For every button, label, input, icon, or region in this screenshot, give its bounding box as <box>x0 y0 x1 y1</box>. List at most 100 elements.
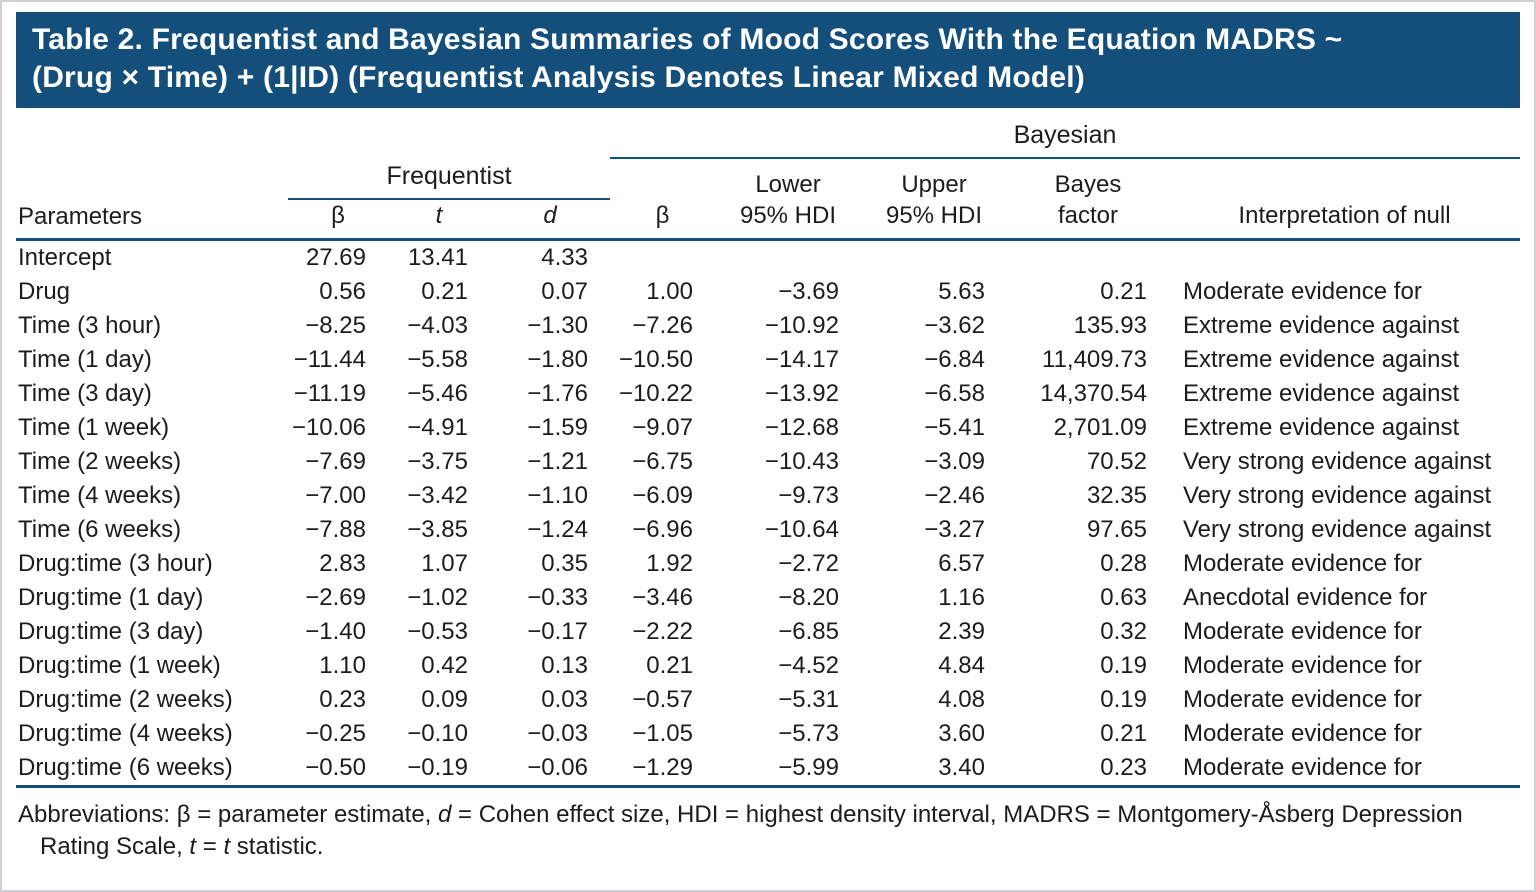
footnote-segment: t <box>223 833 231 860</box>
parameter-cell: Time (3 hour) <box>18 312 162 339</box>
interpretation-cell: Moderate evidence for <box>1183 618 1422 645</box>
bayesian-group-header: Bayesian <box>610 117 1520 159</box>
col-header-interpretation: Interpretation of null <box>1238 202 1451 229</box>
parameter-cell: Time (1 day) <box>18 346 152 373</box>
lower_hdi-cell: −8.20 <box>778 584 839 611</box>
freq_d-cell: −0.17 <box>527 618 588 645</box>
parameter-cell: Time (1 week) <box>18 414 170 441</box>
lower_hdi-cell: −12.68 <box>764 414 839 441</box>
parameter-cell: Drug:time (6 weeks) <box>18 754 233 781</box>
bayes_beta-cell: 1.00 <box>646 278 693 305</box>
table-header: Bayesian Parameters Frequentist β Lower … <box>16 117 1520 240</box>
bayes_factor-cell: 0.19 <box>1100 686 1147 713</box>
bayes_factor-cell: 0.32 <box>1100 618 1147 645</box>
bayes_factor-cell: 0.23 <box>1100 754 1147 781</box>
lower_hdi-cell: −4.52 <box>778 652 839 679</box>
lower_hdi-cell: −10.92 <box>764 312 839 339</box>
bayes_factor-cell: 0.19 <box>1100 652 1147 679</box>
lower_hdi-cell: −10.43 <box>764 448 839 475</box>
interpretation-cell: Moderate evidence for <box>1183 278 1422 305</box>
freq_d-cell: −1.21 <box>527 448 588 475</box>
bayes_beta-cell: −2.22 <box>632 618 693 645</box>
table-row: Time (4 weeks) −7.00 −3.42 −1.10 −6.09 −9.73 −… <box>16 479 1520 513</box>
freq_d-cell: −1.80 <box>527 346 588 373</box>
parameter-cell: Drug:time (4 weeks) <box>18 720 233 747</box>
freq_beta-cell: −11.19 <box>293 380 366 407</box>
lower_hdi-cell: −6.85 <box>778 618 839 645</box>
parameter-cell: Drug:time (3 day) <box>18 618 204 645</box>
interpretation-cell: Moderate evidence for <box>1183 652 1422 679</box>
bayes_factor-cell: 0.21 <box>1100 720 1147 747</box>
footnote-segment: statistic. <box>230 833 324 860</box>
freq_t-cell: 0.21 <box>421 278 468 305</box>
freq_d-cell: −0.03 <box>527 720 588 747</box>
bayes_beta-cell: 0.21 <box>646 652 693 679</box>
parameter-cell: Time (3 day) <box>18 380 152 407</box>
bayes_beta-cell <box>610 240 715 276</box>
table-row: Time (1 week) −10.06 −4.91 −1.59 −9.07 −12.68… <box>16 411 1520 445</box>
interpretation-cell: Extreme evidence against <box>1183 380 1460 407</box>
freq_d-cell: −0.06 <box>527 754 588 781</box>
parameter-cell: Time (4 weeks) <box>18 482 182 509</box>
bayes_beta-cell: −6.75 <box>632 448 693 475</box>
col-header-bayes-factor: Bayes factor <box>1054 171 1122 229</box>
freq_beta-cell: 0.56 <box>319 278 366 305</box>
table-row: Drug:time (2 weeks) 0.23 0.09 0.03 −0.57 −5.3… <box>16 683 1520 717</box>
interpretation-cell: Moderate evidence for <box>1183 686 1422 713</box>
lower_hdi-cell: −13.92 <box>764 380 839 407</box>
table-row: Drug 0.56 0.21 0.07 1.00 −3.69 5.63 0.21 Moderat… <box>16 275 1520 309</box>
lower_hdi-cell: −5.31 <box>778 686 839 713</box>
table-footnote: Abbreviations: β = parameter estimate, d… <box>16 788 1520 863</box>
bayes_beta-cell: 1.92 <box>646 550 693 577</box>
bayes_beta-cell: −9.07 <box>632 414 693 441</box>
freq_t-cell: −0.53 <box>407 618 468 645</box>
freq_beta-cell: −11.44 <box>293 346 366 373</box>
freq_beta-cell: −0.50 <box>305 754 366 781</box>
bayes_factor-cell: 0.21 <box>1100 278 1147 305</box>
freq_beta-cell: 1.10 <box>319 652 366 679</box>
column-header-row: β t d <box>16 199 1520 240</box>
lower_hdi-cell: −2.72 <box>778 550 839 577</box>
lower_hdi-cell: −3.69 <box>778 278 839 305</box>
interpretation-cell: Anecdotal evidence for <box>1183 584 1428 611</box>
freq_d-cell: 0.03 <box>541 686 588 713</box>
interpretation-cell: Moderate evidence for <box>1183 550 1422 577</box>
upper_hdi-cell: 3.60 <box>938 720 985 747</box>
freq_d-cell: −1.10 <box>527 482 588 509</box>
table-row: Time (6 weeks) −7.88 −3.85 −1.24 −6.96 −10.64… <box>16 513 1520 547</box>
freq_t-cell: 13.41 <box>407 244 468 271</box>
freq_beta-cell: 2.83 <box>319 550 366 577</box>
bayes_beta-cell: −6.09 <box>632 482 693 509</box>
lower_hdi-cell: −14.17 <box>764 346 839 373</box>
parameter-cell: Drug:time (3 hour) <box>18 550 213 577</box>
interpretation-cell: Extreme evidence against <box>1183 414 1460 441</box>
bayes_beta-cell: −6.96 <box>632 516 693 543</box>
lower_hdi-cell: −10.64 <box>764 516 839 543</box>
bayes_beta-cell: −10.22 <box>618 380 693 407</box>
freq_d-cell: −1.30 <box>527 312 588 339</box>
freq_beta-cell: 0.23 <box>319 686 366 713</box>
upper_hdi-cell: −6.58 <box>924 380 985 407</box>
table-row: Drug:time (1 week) 1.10 0.42 0.13 0.21 −4.52 4… <box>16 649 1520 683</box>
freq_t-cell: 0.09 <box>421 686 468 713</box>
upper_hdi-cell <box>861 240 1007 276</box>
freq_t-cell: −3.85 <box>407 516 468 543</box>
stats-table: Bayesian Parameters Frequentist β Lower … <box>16 117 1520 788</box>
interpretation-cell: Very strong evidence against <box>1183 482 1492 509</box>
parameter-cell: Time (2 weeks) <box>18 448 182 475</box>
bayes_beta-cell: −3.46 <box>632 584 693 611</box>
table-row: Time (2 weeks) −7.69 −3.75 −1.21 −6.75 −10.43… <box>16 445 1520 479</box>
bayes_factor-cell: 0.28 <box>1100 550 1147 577</box>
footnote-segment: Abbreviations: β = parameter estimate, <box>18 801 438 828</box>
lower_hdi-cell: −5.99 <box>778 754 839 781</box>
freq_t-cell: 0.42 <box>421 652 468 679</box>
freq_t-cell: −1.02 <box>407 584 468 611</box>
freq_t-cell: −4.91 <box>407 414 468 441</box>
freq_beta-cell: −0.25 <box>305 720 366 747</box>
freq_d-cell: −1.59 <box>527 414 588 441</box>
interpretation-cell: Very strong evidence against <box>1183 516 1492 543</box>
header-spacer <box>16 117 610 158</box>
freq_beta-cell: −2.69 <box>305 584 366 611</box>
parameter-cell: Drug:time (1 week) <box>18 652 221 679</box>
footnote-segment: d <box>438 801 452 828</box>
